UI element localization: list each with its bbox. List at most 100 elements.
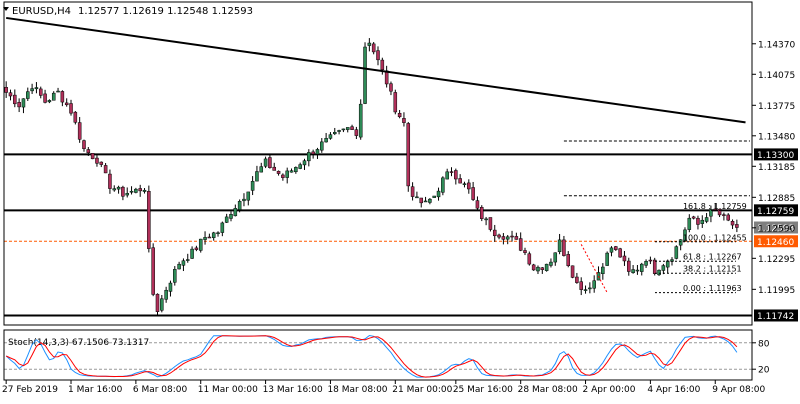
current-price-tag (754, 221, 798, 234)
candle-body (462, 183, 467, 185)
candle-body (484, 218, 488, 221)
candle-body (354, 129, 359, 136)
candle-body (177, 263, 181, 270)
candle-body (99, 161, 104, 165)
candle-body (26, 91, 30, 99)
candle-body (696, 217, 700, 225)
candle-body (488, 217, 493, 230)
time-tick-label: 18 Mar 08:00 (327, 385, 387, 395)
candle-body (557, 239, 562, 252)
candle-body (242, 198, 246, 202)
candle-body (544, 263, 549, 271)
candle-body (64, 102, 69, 106)
fib-level-label: 61.8 : 1.12267 (683, 253, 742, 262)
candle-body (121, 186, 125, 197)
candle-body (211, 232, 216, 238)
candle-body (553, 252, 558, 263)
ohlc-label: 1.12577 1.12619 1.12548 1.12593 (78, 6, 253, 17)
candle-body (618, 248, 622, 258)
time-tick-label: 11 Mar 00:00 (198, 385, 258, 395)
price-tag-label: 1.13300 (757, 151, 794, 161)
candle-body (190, 248, 194, 259)
candle-body (233, 208, 238, 217)
candle-body (207, 236, 212, 239)
candle-body (30, 88, 34, 92)
candle-body (501, 236, 506, 240)
candle-body (8, 92, 13, 97)
candle-body (549, 261, 553, 266)
candle-body (627, 260, 631, 272)
candle-body (216, 232, 220, 235)
candle-body (665, 260, 670, 268)
candle-body (652, 259, 657, 274)
candle-body (592, 280, 596, 289)
candle-body (691, 216, 696, 219)
candle-body (272, 166, 276, 171)
candle-body (540, 267, 545, 270)
stochastic-frame (3, 329, 753, 381)
candle-body (358, 103, 363, 138)
candle-body (717, 208, 722, 216)
candle-body (536, 266, 540, 272)
candle-body (445, 171, 449, 180)
fib-anchor-line (580, 244, 608, 293)
candle-body (17, 102, 21, 108)
candle-body (320, 141, 324, 151)
candle-body (393, 92, 398, 113)
candle-body (38, 88, 43, 96)
collapse-triangle-icon[interactable] (3, 7, 9, 11)
candle-body (203, 237, 207, 240)
current-price-tag-label: 1.12593 (757, 224, 794, 234)
candle-body (229, 214, 233, 219)
candle-body (86, 149, 91, 154)
time-tick-label: 6 Mar 08:00 (133, 385, 188, 395)
candle-body (367, 42, 372, 46)
trendline (6, 16, 746, 124)
price-tick-label: 1.14370 (758, 40, 795, 50)
stoch-tick-label: 80 (758, 339, 770, 349)
price-tag-label: 1.11742 (757, 312, 794, 322)
candle-body (198, 238, 203, 251)
candle-body (246, 191, 251, 201)
candle-body (302, 160, 307, 166)
candle-body (285, 170, 289, 178)
candle-body (147, 191, 151, 249)
fib-level-label: 38.2 : 1.12151 (683, 265, 742, 274)
candle-body (514, 236, 519, 240)
price-tick-label: 1.14075 (758, 71, 795, 81)
stoch-signal-line (5, 335, 738, 378)
candle-body (181, 260, 186, 266)
candle-body (614, 246, 618, 250)
candle-body (142, 189, 147, 192)
candle-body (566, 254, 571, 266)
candle-body (268, 157, 272, 168)
candle-body (95, 157, 99, 164)
main-frame (3, 1, 753, 326)
overlay-layer: 161.8 : 1.12759 100.0 : 1.12455 61.8 : 1.1… (6, 16, 747, 294)
candle-body (324, 138, 328, 143)
candle-body (397, 112, 402, 118)
candle-body (700, 219, 705, 224)
candle-body (480, 207, 484, 219)
candle-body (345, 127, 350, 130)
candle-body (458, 178, 462, 184)
candle-body (510, 235, 514, 238)
candle-body (43, 93, 47, 103)
candle-body (449, 171, 454, 173)
candle-body (281, 174, 285, 178)
candle-body (704, 217, 709, 222)
candle-body (687, 217, 692, 230)
candle-body (34, 87, 39, 90)
candle-body (259, 166, 264, 173)
candle-body (116, 186, 121, 190)
candle-body (380, 59, 385, 70)
candle-body (505, 236, 510, 240)
candle-body (294, 167, 298, 173)
candle-body (108, 173, 112, 189)
candle-body (250, 181, 255, 191)
candle-body (173, 269, 177, 283)
candle-body (523, 250, 527, 253)
axes-layer: 1.14370 1.14075 1.13775 1.13480 1.13185 1.128… (2, 1, 795, 395)
